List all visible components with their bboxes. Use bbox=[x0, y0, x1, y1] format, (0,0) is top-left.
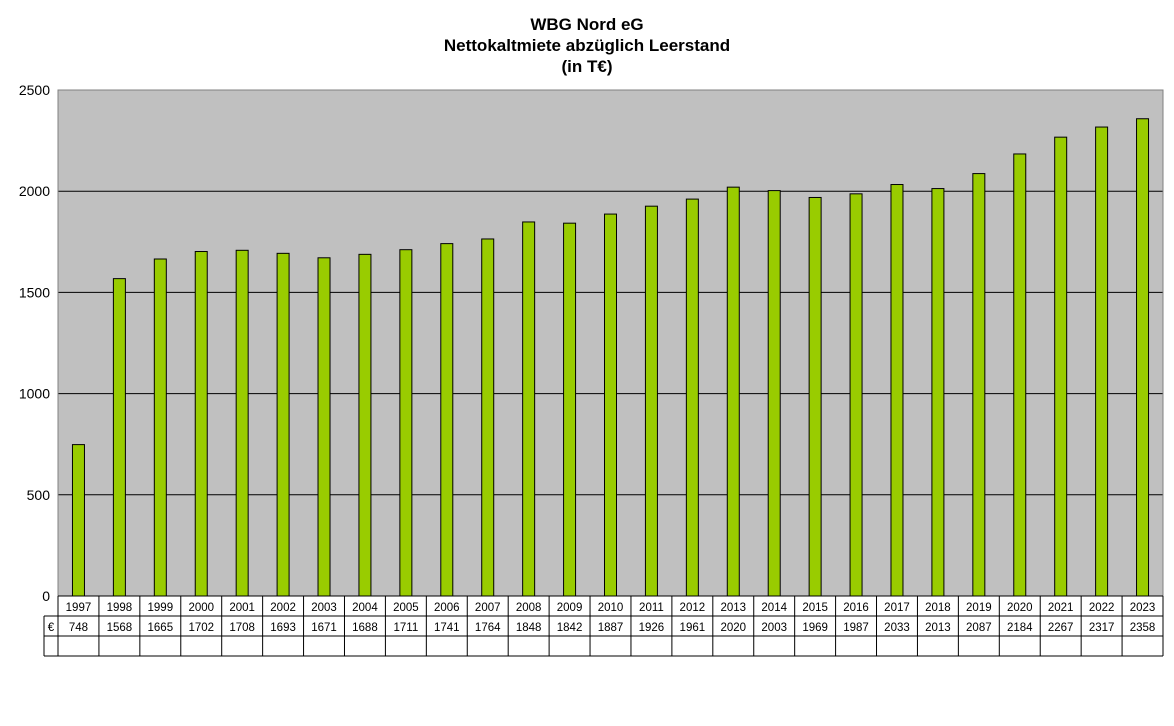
bar bbox=[685, 198, 699, 597]
chart-title-line-3: (in T€) bbox=[562, 57, 613, 76]
bar bbox=[890, 184, 904, 597]
x-tick-label: 2013 bbox=[720, 602, 746, 614]
x-tick-label: 2005 bbox=[393, 602, 419, 614]
data-label: 1887 bbox=[598, 622, 624, 634]
data-label: 1741 bbox=[434, 622, 460, 634]
bar bbox=[1136, 118, 1150, 597]
x-tick-label: 2014 bbox=[761, 602, 787, 614]
data-label: 2317 bbox=[1089, 622, 1115, 634]
x-tick-label: 2004 bbox=[352, 602, 378, 614]
y-tick-label: 2000 bbox=[19, 183, 50, 199]
x-tick-label: 2000 bbox=[188, 602, 214, 614]
data-label: 1711 bbox=[394, 622, 419, 634]
chart-title-line-1: WBG Nord eG bbox=[530, 15, 643, 34]
data-label: 1848 bbox=[516, 622, 542, 634]
bar bbox=[972, 173, 986, 597]
data-label: 748 bbox=[69, 622, 88, 634]
data-label: 1842 bbox=[557, 622, 583, 634]
x-tick-label: 2003 bbox=[311, 602, 337, 614]
bar bbox=[1054, 136, 1068, 597]
bar bbox=[317, 257, 331, 597]
data-label: 2184 bbox=[1007, 622, 1033, 634]
bar bbox=[235, 249, 249, 597]
data-label: 1926 bbox=[639, 622, 665, 634]
chart-title-line-2: Nettokaltmiete abzüglich Leerstand bbox=[444, 36, 730, 55]
bar bbox=[604, 213, 617, 597]
data-label: 2267 bbox=[1048, 622, 1074, 634]
x-tick-label: 2022 bbox=[1089, 602, 1115, 614]
bar bbox=[358, 253, 372, 597]
y-tick-label: 500 bbox=[27, 487, 51, 503]
data-label: 1568 bbox=[107, 622, 133, 634]
x-tick-label: 2015 bbox=[802, 602, 828, 614]
data-label: 2087 bbox=[966, 622, 992, 634]
bar bbox=[726, 186, 740, 597]
data-label: 1961 bbox=[680, 622, 706, 634]
bar bbox=[644, 205, 658, 597]
bar bbox=[481, 238, 495, 597]
bar bbox=[440, 243, 454, 597]
x-tick-label: 1997 bbox=[66, 602, 92, 614]
bar bbox=[563, 222, 577, 597]
x-tick-label: 1999 bbox=[148, 602, 174, 614]
data-label: 1764 bbox=[475, 622, 501, 634]
x-tick-label: 2012 bbox=[680, 602, 706, 614]
data-label: 2013 bbox=[925, 622, 951, 634]
x-tick-label: 2002 bbox=[270, 602, 296, 614]
bar bbox=[1095, 126, 1109, 597]
bar bbox=[808, 196, 822, 597]
bar bbox=[522, 221, 536, 597]
data-label: 1702 bbox=[188, 622, 214, 634]
y-tick-label: 0 bbox=[42, 588, 50, 604]
y-tick-label: 1000 bbox=[19, 386, 50, 402]
bar bbox=[1013, 153, 1027, 597]
data-label: 1688 bbox=[352, 622, 378, 634]
data-label: 1708 bbox=[229, 622, 255, 634]
x-tick-label: 2021 bbox=[1048, 602, 1074, 614]
x-tick-label: 2006 bbox=[434, 602, 460, 614]
x-tick-label: 2011 bbox=[639, 602, 664, 614]
bar bbox=[112, 278, 126, 597]
series-name-label: € bbox=[48, 622, 55, 634]
data-label: 1665 bbox=[148, 622, 174, 634]
y-tick-label: 1500 bbox=[19, 284, 50, 300]
bar bbox=[767, 190, 781, 597]
x-tick-label: 2023 bbox=[1130, 602, 1156, 614]
data-table: 1997 1998 1999 2000 2001 2002 2003 2004 2005 2006… bbox=[43, 595, 1164, 657]
x-tick-label: 2010 bbox=[598, 602, 624, 614]
x-tick-label: 2009 bbox=[557, 602, 583, 614]
bar bbox=[276, 252, 290, 597]
x-tick-label: 2001 bbox=[229, 602, 255, 614]
x-tick-label: 2018 bbox=[925, 602, 951, 614]
data-label: 1987 bbox=[843, 622, 869, 634]
x-tick-label: 2019 bbox=[966, 602, 992, 614]
data-label: 2020 bbox=[720, 622, 746, 634]
data-label: 1969 bbox=[802, 622, 828, 634]
data-label: 1671 bbox=[311, 622, 337, 634]
data-label: 2003 bbox=[761, 622, 787, 634]
x-tick-label: 2017 bbox=[884, 602, 910, 614]
x-tick-label: 2008 bbox=[516, 602, 542, 614]
bar bbox=[194, 251, 208, 597]
bar bbox=[849, 193, 863, 597]
data-label: 2033 bbox=[884, 622, 910, 634]
x-tick-label: 2007 bbox=[475, 602, 501, 614]
x-tick-label: 1998 bbox=[107, 602, 133, 614]
bar bbox=[399, 249, 413, 597]
plot-area: 0 500 1000 1500 2000 2500 bbox=[19, 82, 1164, 604]
data-label: 2358 bbox=[1130, 622, 1156, 634]
x-tick-label: 2016 bbox=[843, 602, 869, 614]
x-tick-label: 2020 bbox=[1007, 602, 1033, 614]
bar bbox=[931, 188, 945, 597]
bar bbox=[153, 258, 167, 597]
bar bbox=[71, 444, 85, 597]
data-label: 1693 bbox=[270, 622, 296, 634]
y-tick-label: 2500 bbox=[19, 82, 50, 98]
